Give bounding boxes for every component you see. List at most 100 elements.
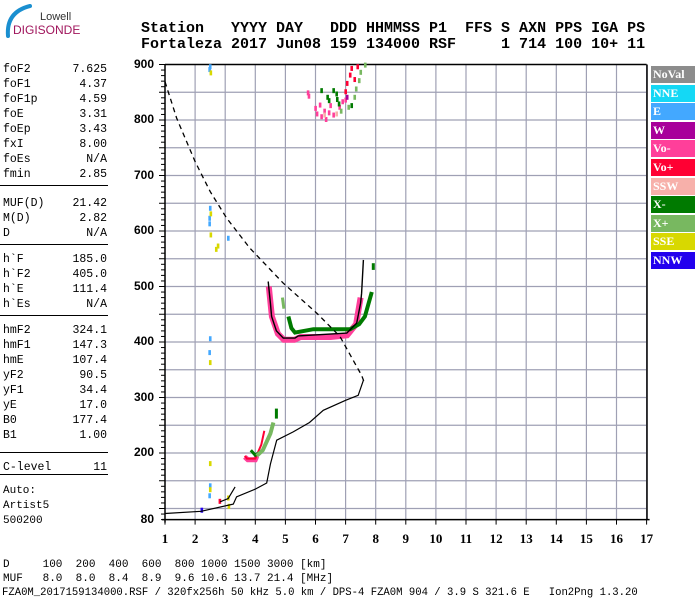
x-tick-label: 11 [459,531,473,546]
x-tick-label: 10 [429,531,443,546]
param-value: N/A [86,298,107,311]
echo-point [350,65,354,71]
echo-trace-xplus [280,297,286,309]
header-labels: Station YYYY DAY DDD HHMMSS P1 FFS S AXN… [141,20,646,37]
param-value: 4.37 [79,78,107,91]
param-name: D [3,227,10,240]
echo-point [216,243,220,249]
y-tick-label: 800 [133,112,154,126]
f2-layer-trace [267,259,365,339]
echo-point [227,235,230,241]
echo-point [323,108,326,114]
divider [0,474,108,475]
param-value: 7.625 [72,63,107,76]
x-tick-label: 1 [161,531,169,546]
echo-point [345,94,349,100]
echo-point [315,111,319,117]
param-value: 11 [93,461,107,474]
x-tick-label: 8 [372,531,379,546]
param-row: h`Es N/A [3,297,107,312]
echo-point [208,205,212,211]
echo-point [314,105,317,111]
echo-trace-xplus [255,421,276,458]
echo-point [327,110,331,116]
x-tick-label: 7 [342,531,349,546]
echo-point [209,70,213,76]
param-value: 3.31 [79,108,107,121]
param-value: 2.85 [79,168,107,181]
legend-item: NNE [651,84,695,102]
param-value: 1.00 [79,429,107,442]
echo-point [335,97,339,103]
param-value: 107.4 [72,354,107,367]
param-name: foF1p [3,93,38,106]
param-row: yF2 90.5 [3,368,107,383]
echo-point [208,64,212,70]
param-name: MUF(D) [3,197,45,210]
param-value: 111.4 [72,283,107,296]
logo-digisonde-text: DIGISONDE [13,23,81,37]
param-row: foF2 7.625 [3,62,107,77]
echo-point [208,360,212,366]
x-tick-label: 6 [312,531,319,546]
param-row: foE 3.31 [3,107,107,122]
echo-point [347,104,351,110]
echo-point [339,108,343,114]
echo-point [323,112,326,118]
param-row: foF1 4.37 [3,77,107,92]
param-value: 2.82 [79,212,107,225]
param-value: 147.3 [72,339,107,352]
logo-lowell-text: Lowell [40,11,72,23]
echo-point [337,101,341,107]
echo-point [208,493,211,499]
param-name: foF1 [3,78,31,91]
echo-trace-vominus [265,286,364,343]
param-row: MUF(D) 21.42 [3,196,107,211]
e-layer-trace [219,486,236,503]
param-row: h`F2 405.0 [3,267,107,282]
echo-point [348,72,352,78]
echo-point [332,88,335,94]
x-tick-label: 9 [402,531,410,546]
param-name: hmF1 [3,339,31,352]
echo-point [318,102,322,108]
param-row: foEs N/A [3,152,107,167]
param-name: B1 [3,429,17,442]
param-row: M(D) 2.82 [3,211,107,226]
param-value: 90.5 [79,369,107,382]
param-name: hmF2 [3,324,31,337]
y-tick-label: 300 [133,389,154,404]
y-tick-label: 200 [133,445,154,459]
echo-point [326,94,329,100]
param-name: h`F [3,253,24,266]
param-row: foEp 3.43 [3,122,107,137]
echo-point [350,103,354,109]
digisonde-logo: Lowell DIGISONDE [0,0,80,40]
echo-point [208,336,212,342]
y-tick-label: 600 [133,223,154,237]
echo-point [307,93,311,99]
divider [0,452,108,453]
y-tick-label: 700 [133,167,154,182]
electron-density-profile [164,380,364,515]
echo-point [227,503,231,509]
param-value: 34.4 [79,384,107,397]
echo-point [354,86,358,92]
param-name: h`F2 [3,268,31,281]
echo-point [353,94,357,100]
legend-item: X+ [651,214,695,232]
param-row: D N/A [3,226,107,241]
echo-point [306,90,310,96]
divider [0,185,108,186]
y-tick-label: 80 [140,511,154,526]
param-value: 17.0 [79,399,107,412]
param-row: foF1p 4.59 [3,92,107,107]
legend-item: E [651,103,695,121]
param-value: 185.0 [72,253,107,266]
x-tick-label: 14 [549,531,563,546]
legend-item: Vo+ [651,159,695,176]
echo-point [332,112,335,118]
param-value: 4.59 [79,93,107,106]
legend-item: X- [651,196,695,214]
echo-point [208,215,211,221]
